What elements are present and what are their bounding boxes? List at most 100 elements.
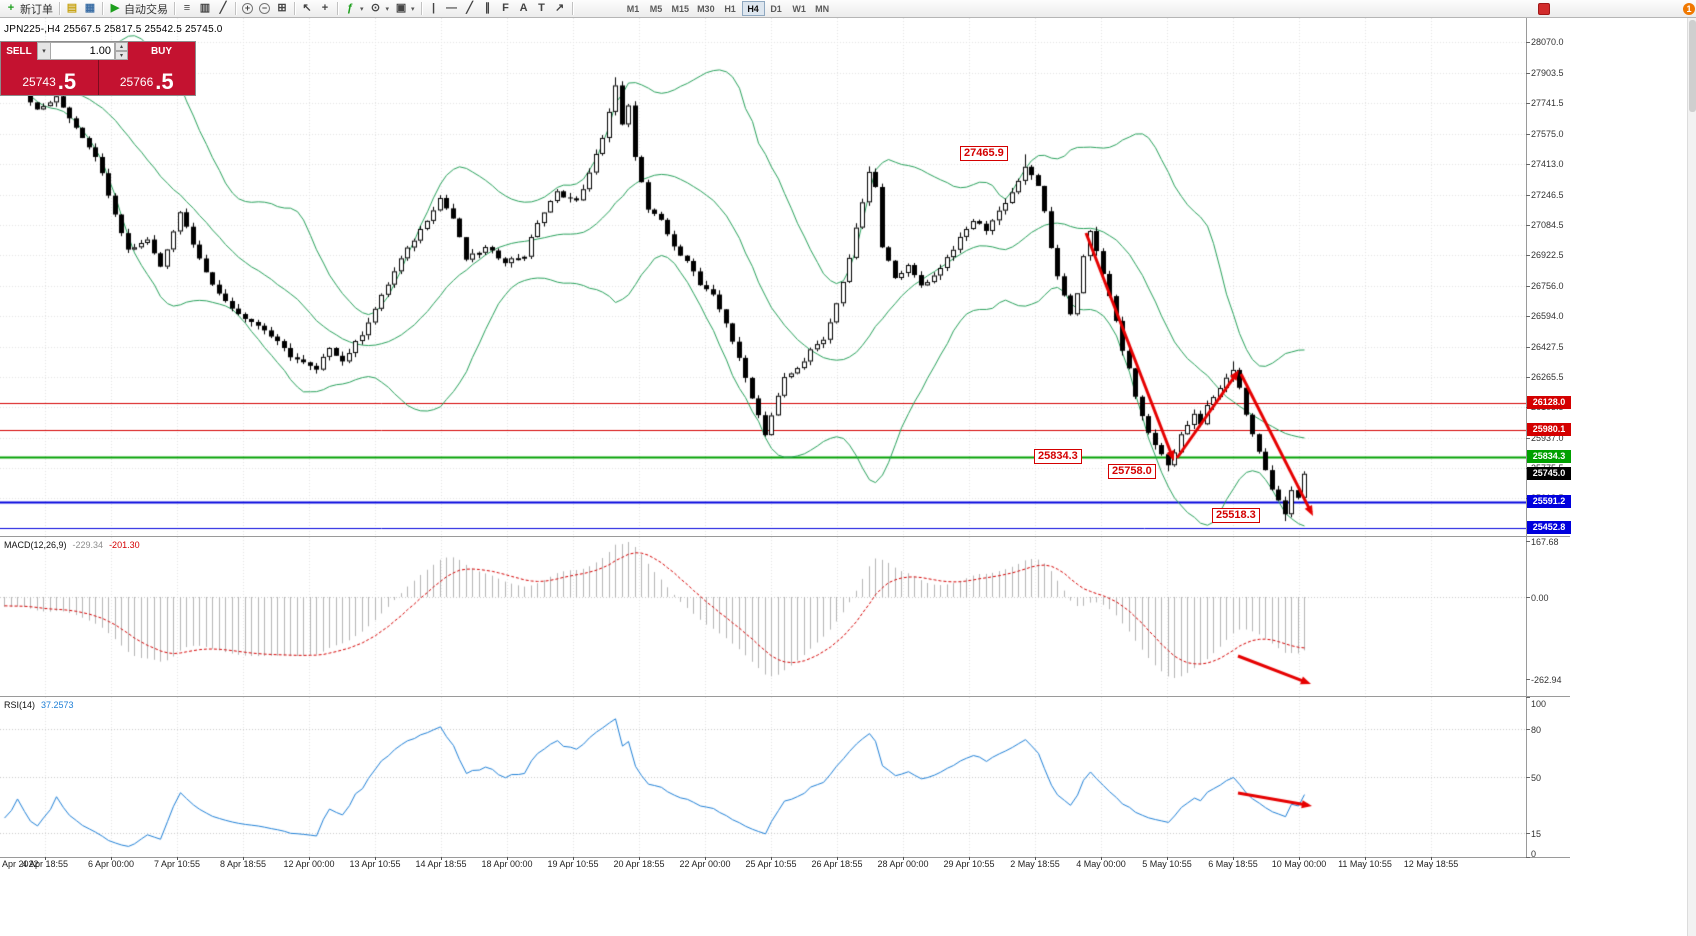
price-scale-label: 26756.0	[1531, 281, 1564, 291]
rsi-panel-canvas[interactable]	[0, 697, 1526, 857]
price-scale-border	[1526, 18, 1527, 857]
notification-badge[interactable]: 1	[1683, 3, 1695, 15]
trendline-icon: ╱	[466, 2, 473, 14]
template-icon: ▣	[395, 2, 407, 14]
scale-tick	[1526, 195, 1530, 196]
fibonacci-button[interactable]: F	[497, 1, 515, 17]
toolbar-separator	[571, 2, 573, 15]
price-tag: 25745.0	[1527, 467, 1571, 480]
time-tick-label: 6 May 18:55	[1208, 859, 1258, 869]
clock-icon: ⊙	[370, 2, 381, 14]
scale-tick	[1526, 225, 1530, 226]
time-tick	[1431, 857, 1432, 860]
period-m5-button[interactable]: M5	[645, 1, 668, 16]
scale-tick	[1526, 42, 1530, 43]
price-scale-label: 26427.5	[1531, 342, 1564, 352]
buy-price[interactable]: 25766.5	[99, 60, 196, 95]
alerts-button[interactable]	[1538, 3, 1550, 15]
text-button[interactable]: A	[515, 1, 533, 17]
time-tick	[441, 857, 442, 860]
rsi-scale-label: 0	[1531, 849, 1537, 859]
period-h4-button[interactable]: H4	[741, 1, 765, 16]
sell-price[interactable]: 25743.5	[1, 60, 99, 95]
toolbar-separator	[420, 2, 422, 15]
period-w1-button[interactable]: W1	[788, 1, 811, 16]
buy-button[interactable]: BUY	[128, 42, 195, 60]
time-tick	[837, 857, 838, 860]
channel-button[interactable]: ∥	[479, 1, 497, 17]
time-axis-month-label: Apr 2022	[2, 859, 39, 869]
period-m1-button[interactable]: M1	[622, 1, 645, 16]
candlestick-chart-button[interactable]: ▥	[196, 1, 214, 17]
price-annotation[interactable]: 25518.3	[1212, 508, 1260, 523]
zoom-in-button[interactable]: +	[239, 1, 256, 17]
zoom-in-icon: +	[242, 3, 253, 14]
time-tick-label: 7 Apr 10:55	[153, 859, 201, 869]
arrows-button[interactable]: ↗	[551, 1, 569, 17]
crosshair-button[interactable]: +	[316, 1, 334, 17]
bar-chart-button[interactable]: ≡	[178, 1, 196, 17]
indicators-button[interactable]: ƒ ▾	[341, 1, 367, 17]
sell-button[interactable]: SELL	[1, 42, 37, 60]
macd-panel-canvas[interactable]	[0, 537, 1526, 696]
scale-tick	[1526, 833, 1530, 834]
time-tick	[903, 857, 904, 860]
lot-decrease-button[interactable]: ▾	[115, 51, 128, 60]
cursor-button[interactable]: ↖	[298, 1, 316, 17]
chevron-down-icon: ▾	[385, 5, 390, 13]
zoom-out-icon: −	[259, 3, 270, 14]
trendline-button[interactable]: ╱	[461, 1, 479, 17]
period-d1-button[interactable]: D1	[765, 1, 788, 16]
fibonacci-icon: F	[502, 2, 509, 14]
scale-tick	[1526, 134, 1530, 135]
line-chart-button[interactable]: ╱	[214, 1, 232, 17]
zoom-out-button[interactable]: −	[256, 1, 273, 17]
rsi-scale-label: 50	[1531, 773, 1542, 783]
macd-scale-label: 0.00	[1531, 593, 1549, 603]
lot-increase-button[interactable]: ▴	[115, 42, 128, 51]
time-tick	[1101, 857, 1102, 860]
tile-windows-button[interactable]: ⊞	[273, 1, 291, 17]
chart-ohlc-header: JPN225-,H4 25567.5 25817.5 25542.5 25745…	[4, 24, 223, 35]
price-annotation[interactable]: 25834.3	[1034, 449, 1082, 464]
time-tick	[1167, 857, 1168, 860]
panel-separator[interactable]	[0, 536, 1570, 537]
time-tick	[573, 857, 574, 860]
lot-size-input[interactable]	[51, 42, 115, 60]
macd-scale-label: 167.68	[1531, 537, 1559, 547]
time-tick	[45, 857, 46, 860]
panel-separator[interactable]	[0, 696, 1570, 697]
scale-tick	[1526, 729, 1530, 730]
price-tag: 26128.0	[1527, 396, 1571, 409]
scale-tick	[1526, 103, 1530, 104]
time-tick-label: 13 Apr 10:55	[349, 859, 401, 869]
time-tick-label: 11 May 10:55	[1338, 859, 1392, 869]
price-tag: 25591.2	[1527, 495, 1571, 508]
price-annotation[interactable]: 27465.9	[960, 146, 1008, 161]
charts-button[interactable]: ▦	[81, 1, 99, 17]
price-annotation[interactable]: 25758.0	[1108, 464, 1156, 479]
time-tick-label: 18 Apr 00:00	[481, 859, 533, 869]
period-mn-button[interactable]: MN	[811, 1, 834, 16]
price-scale-label: 27413.0	[1531, 159, 1564, 169]
order-type-dropdown[interactable]: ▾	[37, 42, 51, 60]
period-h1-button[interactable]: H1	[719, 1, 742, 16]
scrollbar-thumb[interactable]	[1689, 20, 1696, 112]
horizontal-line-button[interactable]: —	[443, 1, 461, 17]
main-chart-canvas[interactable]	[0, 18, 1526, 536]
templates-button[interactable]: ▣ ▾	[392, 1, 418, 17]
profiles-button[interactable]: ▤	[63, 1, 81, 17]
chevron-down-icon: ▾	[360, 5, 364, 13]
time-tick-label: 12 May 18:55	[1403, 859, 1459, 869]
new-order-button[interactable]: + 新订单	[2, 1, 56, 17]
vertical-line-icon: |	[432, 2, 436, 14]
label-button[interactable]: T	[533, 1, 551, 17]
scale-tick	[1526, 255, 1530, 256]
period-m15-button[interactable]: M15	[668, 1, 694, 16]
time-tick	[111, 857, 112, 860]
timeframes-button[interactable]: ⊙ ▾	[367, 1, 393, 17]
auto-trading-button[interactable]: ▶ 自动交易	[106, 1, 171, 17]
period-m30-button[interactable]: M30	[693, 1, 719, 16]
vertical-line-button[interactable]: |	[425, 1, 443, 17]
vertical-scrollbar[interactable]	[1687, 18, 1696, 936]
